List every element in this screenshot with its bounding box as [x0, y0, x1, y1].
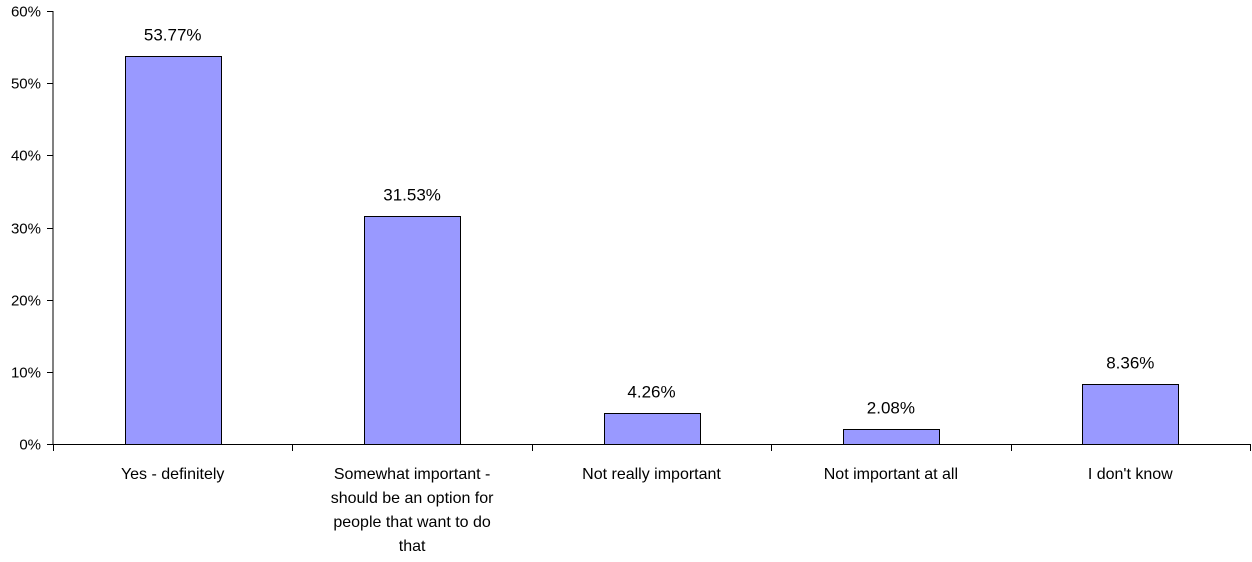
data-label: 2.08%	[867, 399, 915, 418]
data-labels: 53.77% 31.53% 4.26% 2.08% 8.36%	[144, 26, 1155, 418]
y-tick-label: 10%	[11, 365, 41, 382]
bar	[364, 216, 461, 445]
category-labels: Yes - definitely Somewhat important - shou…	[121, 466, 1173, 555]
y-axis: 0% 10% 20% 30% 40% 50% 60%	[11, 4, 54, 454]
x-tick-label: Not important at all	[824, 466, 958, 483]
bar	[604, 413, 701, 445]
x-tick-label: people that want to do	[333, 514, 491, 531]
y-tick-label: 40%	[11, 148, 41, 165]
bar	[125, 56, 222, 445]
data-label: 53.77%	[144, 26, 202, 45]
x-tick-label: Yes - definitely	[121, 466, 224, 483]
y-tick-label: 20%	[11, 293, 41, 310]
x-tick-label: that	[399, 538, 426, 555]
x-tick-label: should be an option for	[331, 490, 494, 507]
data-label: 31.53%	[383, 186, 441, 205]
x-tick-label: Somewhat important -	[334, 466, 491, 483]
x-axis	[53, 444, 1251, 451]
bar	[843, 429, 940, 445]
y-tick-label: 0%	[19, 437, 41, 454]
data-label: 8.36%	[1106, 354, 1154, 373]
y-tick-label: 60%	[11, 4, 41, 21]
x-tick-label: Not really important	[582, 466, 721, 483]
bar	[1082, 384, 1179, 445]
data-label: 4.26%	[627, 383, 675, 402]
y-tick-label: 50%	[11, 76, 41, 93]
x-tick-label: I don't know	[1088, 466, 1173, 483]
y-tick-label: 30%	[11, 221, 41, 238]
bars	[125, 56, 1179, 445]
